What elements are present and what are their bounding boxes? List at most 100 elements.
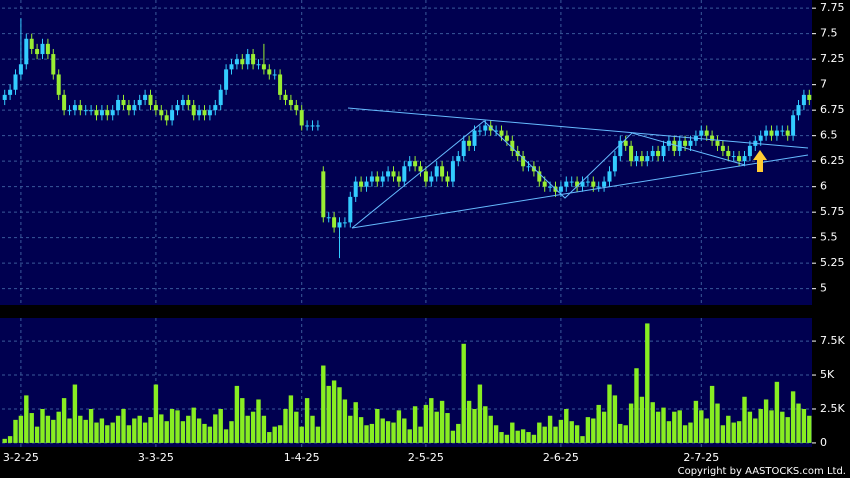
candle-body [758,135,763,141]
candle-body [618,140,623,157]
volume-bar [34,426,40,443]
candle-body [801,94,806,106]
volume-bar [726,415,731,443]
candle-body [56,74,61,95]
candle-body [2,94,7,100]
volume-bar [612,395,618,443]
candle-body [326,217,331,219]
candle-body [607,171,612,182]
volume-bar [688,422,693,443]
candle-body [164,115,169,121]
candle-body [429,176,434,182]
y-tick-label: 7.5K [820,334,845,347]
y-tick-label: 5 [820,282,827,295]
volume-bar [369,423,375,443]
volume-bar [639,396,645,443]
candle-body [105,110,110,116]
y-tick-label: 7.75 [820,1,845,14]
candle-body [715,140,720,146]
candle-body [251,54,256,65]
candle-body [337,222,342,228]
candle-body [213,105,218,111]
volume-bar [682,425,688,443]
volume-bar [186,415,191,443]
volume-bar [461,343,466,443]
candle-body [585,181,590,183]
volume-bar [510,422,515,443]
candle-body [434,166,439,177]
volume-bar [607,384,612,443]
volume-bar [618,423,623,443]
y-tick-label: 7.25 [820,52,845,65]
x-tick-label: 3-3-25 [138,451,174,464]
volume-bar [493,425,499,443]
volume-bar [758,408,763,443]
volume-bar [574,425,580,443]
volume-bar [785,417,790,443]
volume-bar [83,419,88,443]
volume-bar [790,391,796,443]
candle-body [386,171,391,177]
candle-body [612,156,617,172]
candle-body [342,222,347,224]
volume-bar [115,415,121,443]
candle-body [796,105,801,116]
candle-body [720,145,725,151]
candle-body [310,125,315,127]
volume-bar [358,417,364,443]
volume-bar [412,406,418,443]
volume-bar [331,380,337,443]
volume-bar [542,426,547,443]
volume-bar [2,438,7,443]
candle-body [24,38,29,65]
candle-body [634,156,639,162]
marks [2,18,812,443]
candle-body [477,130,482,132]
candle-body [40,43,45,55]
candle-body [315,125,320,127]
candle-body [467,140,472,146]
volume-bar [591,418,596,443]
volume-bar [121,408,126,443]
candle-body [359,181,364,187]
volume-bar [483,406,488,443]
volume-bar [796,403,801,443]
volume-bar [623,425,628,443]
volume-bar [321,365,326,443]
candle-body [375,176,380,182]
candle-body [504,135,509,141]
volume-bar [769,410,774,443]
candle-body [656,150,661,157]
candle-body [218,89,223,106]
candle-body [261,64,266,70]
x-tick-label: 2-5-25 [408,451,444,464]
volume-bar [250,411,256,443]
volume-bar [196,418,202,443]
volume-bar [191,407,196,443]
candle-body [8,89,13,95]
volume-bar [661,407,666,443]
volume-bar [666,421,672,443]
volume-bar [655,411,661,443]
volume-bar [807,415,812,443]
candle-body [121,99,126,106]
candle-body [445,176,450,182]
candle-body [774,130,779,136]
candle-body [116,99,121,111]
candle-body [548,186,553,188]
candle-body [294,105,299,111]
candle-body [483,125,488,131]
candle-body [99,110,104,116]
volume-bar [326,385,331,443]
candle-body [245,54,250,65]
candle-body [224,69,229,90]
volume-bar [234,385,240,443]
volume-bar [396,410,402,443]
candle-body [321,171,326,218]
volume-bar [709,385,715,443]
lower-trendline [351,154,809,229]
volume-bar [267,432,272,443]
volume-bar [315,426,321,443]
volume-bar [601,411,607,443]
volume-bar [596,404,601,443]
